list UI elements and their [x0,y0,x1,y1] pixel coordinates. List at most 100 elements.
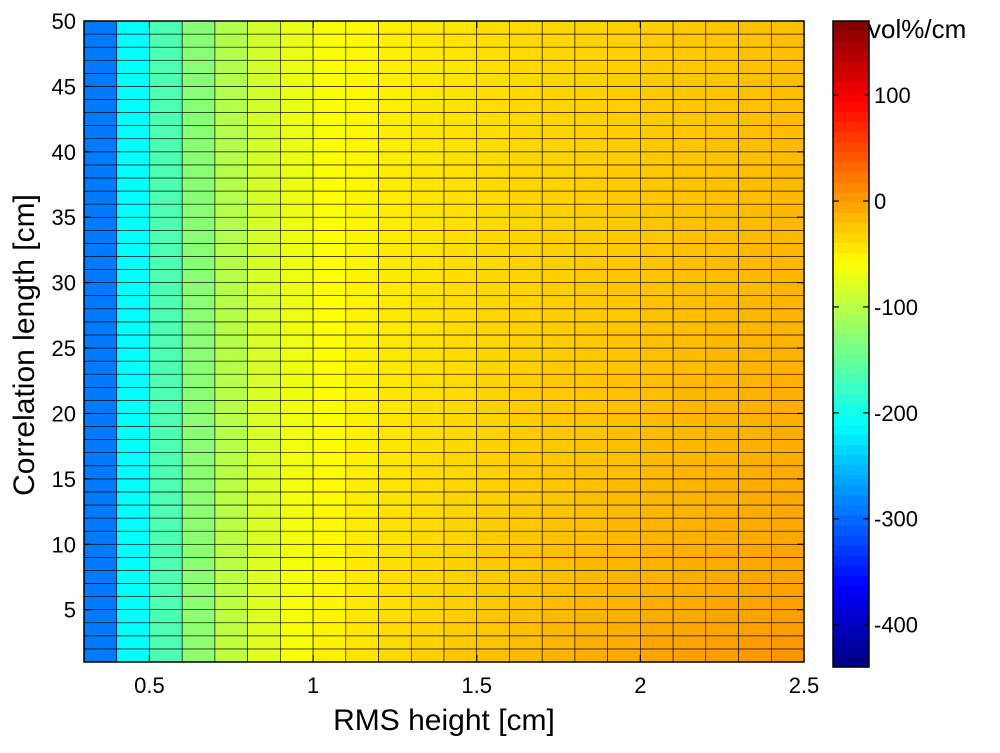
heatmap-cell [247,86,281,100]
heatmap-cell [410,635,445,650]
heatmap-cell [247,125,281,140]
heatmap-cell [770,360,805,375]
heatmap-cell [672,86,707,100]
heatmap-cell [83,177,118,192]
heatmap-cell [116,99,150,113]
heatmap-cell [280,177,314,192]
heatmap-cell [738,99,772,113]
heatmap-cell [607,59,641,74]
heatmap-cell [541,230,576,244]
colorbar-swatch [833,293,869,305]
heatmap-cell [247,190,281,205]
heatmap-cell [83,295,118,310]
heatmap-cell [83,164,118,179]
heatmap-cell [574,190,608,205]
heatmap-cell [607,478,641,493]
heatmap-cell [509,622,543,637]
heatmap-cell [672,491,707,506]
heatmap-cell [738,20,772,35]
heatmap-cell [181,635,216,650]
heatmap-cell [476,373,510,388]
heatmap-cell [770,478,805,493]
heatmap-cell [214,491,248,506]
heatmap-cell [476,73,510,87]
heatmap-cell [476,190,510,205]
heatmap-cell [280,308,314,323]
heatmap-cell [378,321,412,336]
y-axis: 5 10 15 20 25 30 35 40 45 50 [52,9,804,623]
heatmap-cell [738,543,772,558]
heatmap-cell [476,59,510,74]
heatmap-cell [738,151,772,166]
heatmap-cell [476,504,510,519]
heatmap-cell [410,517,445,532]
heatmap-cell [116,557,150,571]
heatmap-cell [116,125,150,140]
heatmap-cell [410,243,445,257]
heatmap-cell [476,151,510,166]
heatmap-cell [116,583,150,597]
heatmap-cell [672,73,707,87]
heatmap-cell [574,46,608,61]
heatmap-cell [443,386,478,401]
heatmap-cell [181,321,216,336]
heatmap-cell [149,190,183,205]
heatmap-cell [345,400,379,414]
x-axis: 0.5 1 1.5 2 2.5 [134,21,819,698]
heatmap-cell [443,622,478,637]
heatmap-cell [738,256,772,270]
heatmap-cell [640,622,674,637]
heatmap-cell [640,570,674,584]
heatmap-cell [280,452,314,467]
heatmap-cell [116,243,150,257]
heatmap-cell [345,530,379,545]
heatmap-cell [410,230,445,244]
heatmap-cell [443,413,478,427]
colorbar-swatch [833,354,869,365]
heatmap-cell [214,256,248,270]
heatmap-cell [214,203,248,218]
heatmap-cell [770,243,805,257]
heatmap-cell [214,413,248,427]
heatmap-cell [312,216,347,231]
heatmap-cell [345,609,379,624]
heatmap-cell [181,99,216,113]
heatmap-cell [476,321,510,336]
colorbar: 100 0 -100 -200 -300 -400 [832,20,918,668]
heatmap-cell [443,334,478,349]
heatmap-cell [214,517,248,532]
heatmap-cell [345,20,379,35]
heatmap-cell [541,86,576,100]
heatmap-cell [83,216,118,231]
heatmap-cell [705,256,739,270]
heatmap-cell [410,216,445,231]
heatmap-cell [541,73,576,87]
heatmap-cell [574,530,608,545]
heatmap-cell [214,177,248,192]
heatmap-cell [574,491,608,506]
heatmap-cell [214,530,248,545]
heatmap-cell [345,177,379,192]
heatmap-cell [476,308,510,323]
heatmap-cell [640,151,674,166]
heatmap-cell [476,478,510,493]
heatmap-cell [476,596,510,610]
heatmap-cell [214,386,248,401]
heatmap-cell [214,86,248,100]
heatmap-cell [378,308,412,323]
colorbar-swatch [833,61,869,73]
colorbar-swatch [833,71,869,83]
heatmap-cell [345,138,379,153]
heatmap-cell [443,504,478,519]
colorbar-tick-label: -100 [874,295,918,320]
heatmap-cell [607,347,641,362]
heatmap-cell [509,530,543,545]
heatmap-cell [149,243,183,257]
heatmap-cell [574,99,608,113]
heatmap-cell [770,570,805,584]
colorbar-swatch [833,374,869,385]
heatmap-cell [149,543,183,558]
colorbar-swatch [833,51,869,62]
heatmap-cell [770,112,805,126]
heatmap-cell [280,112,314,126]
